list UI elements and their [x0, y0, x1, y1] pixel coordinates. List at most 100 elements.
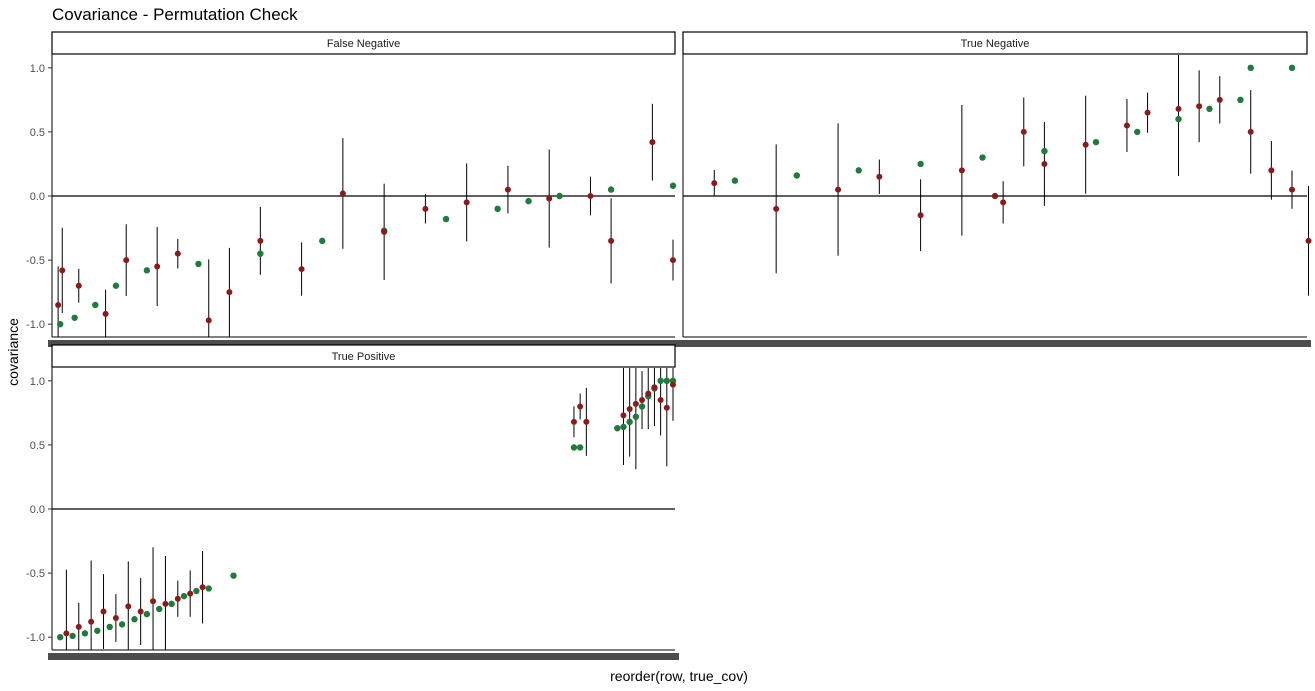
true-cov-point — [205, 585, 212, 592]
true-cov-point — [112, 282, 120, 289]
estimate-point — [773, 205, 780, 212]
estimate-point — [1175, 105, 1182, 112]
estimate-point — [298, 266, 305, 273]
true-cov-point — [71, 314, 78, 321]
true-cov-point — [1092, 138, 1100, 146]
true-cov-point — [168, 600, 175, 608]
estimate-point — [150, 598, 157, 605]
true-cov-point — [69, 632, 76, 640]
true-cov-point — [626, 418, 633, 426]
true-cov-point — [94, 627, 101, 634]
true-cov-point — [195, 260, 202, 268]
estimate-point — [1020, 128, 1027, 135]
estimate-point — [123, 257, 130, 264]
estimate-point — [339, 190, 346, 197]
estimate-point — [583, 418, 590, 425]
estimate-point — [59, 267, 66, 274]
estimate-point — [422, 205, 429, 212]
estimate-point — [577, 403, 584, 410]
y-tick-label: -0.5 — [26, 255, 45, 267]
true-cov-point — [917, 160, 924, 168]
estimate-point — [1000, 199, 1007, 206]
estimate-point — [1123, 122, 1130, 129]
y-tick-label: -0.5 — [26, 568, 45, 580]
true-cov-point — [614, 425, 621, 432]
true-cov-point — [92, 301, 99, 309]
estimate-point — [570, 418, 577, 425]
true-cov-point — [663, 377, 671, 385]
estimate-point — [1216, 96, 1223, 103]
true-cov-point — [81, 630, 89, 637]
chart-title: Covariance - Permutation Check — [52, 5, 298, 24]
true-cov-point — [56, 320, 64, 328]
estimate-point — [608, 237, 615, 244]
facet-false-negative: False Negative -1.0 -0.5 0.0 0.5 1.0 — [26, 31, 1312, 347]
estimate-point — [711, 180, 718, 187]
estimate-point — [174, 250, 181, 257]
true-cov-point — [143, 610, 151, 618]
estimate-point — [632, 400, 639, 407]
y-tick-label: -1.0 — [26, 632, 45, 644]
estimate-point — [174, 595, 181, 602]
estimate-point — [639, 397, 646, 404]
estimate-point — [1247, 128, 1254, 135]
true-cov-point — [1134, 128, 1141, 136]
facet-strip-label: True Negative — [961, 38, 1030, 50]
facet-true-negative: True Negative — [679, 31, 1311, 347]
estimate-point — [876, 173, 883, 180]
y-tick-label: -1.0 — [26, 319, 45, 331]
true-cov-point — [1041, 147, 1048, 155]
estimate-point — [187, 590, 194, 597]
y-tick-label: 1.0 — [30, 376, 45, 388]
estimate-point — [63, 630, 70, 637]
estimate-point — [88, 618, 95, 625]
estimate-point — [1289, 186, 1295, 193]
estimate-point — [102, 310, 109, 317]
true-cov-point — [1175, 115, 1182, 123]
estimate-point — [1144, 109, 1151, 116]
true-cov-point — [131, 616, 138, 623]
true-cov-point — [494, 205, 501, 213]
true-cov-point — [793, 172, 800, 179]
estimate-point — [1305, 237, 1312, 244]
true-cov-point — [319, 237, 326, 245]
true-cov-point — [669, 182, 677, 189]
y-axis-title: covariance — [5, 318, 21, 386]
facet-strip — [51, 344, 676, 368]
estimate-point — [587, 193, 594, 199]
true-cov-point — [230, 572, 237, 579]
estimate-point — [162, 600, 169, 607]
estimate-point — [1041, 160, 1048, 167]
estimate-point — [112, 614, 119, 621]
true-cov-point — [632, 413, 640, 420]
true-cov-point — [118, 621, 126, 628]
facet-strip-label: False Negative — [327, 38, 400, 50]
true-cov-point — [979, 154, 986, 161]
estimate-point — [670, 257, 676, 264]
true-cov-point — [576, 444, 584, 451]
true-cov-point — [556, 192, 563, 200]
estimate-point — [958, 167, 965, 174]
y-tick-label: 0.0 — [30, 504, 45, 516]
estimate-point — [504, 186, 511, 193]
estimate-point — [75, 282, 82, 289]
estimate-point — [154, 263, 161, 270]
estimate-point — [199, 584, 206, 591]
true-cov-point — [106, 623, 113, 631]
true-cov-point — [731, 177, 739, 184]
true-cov-point — [193, 587, 200, 595]
estimate-point — [125, 603, 132, 610]
true-cov-point — [607, 186, 615, 193]
estimate-point — [1268, 167, 1275, 174]
estimate-point — [75, 623, 82, 630]
estimate-point — [257, 237, 264, 244]
estimate-point — [663, 404, 670, 411]
true-cov-point — [1247, 64, 1254, 72]
estimate-point — [649, 139, 656, 146]
estimate-point — [645, 390, 652, 397]
true-cov-point — [180, 592, 188, 600]
estimate-point — [205, 317, 212, 324]
true-cov-point — [620, 423, 627, 431]
facet-strip — [51, 31, 676, 55]
